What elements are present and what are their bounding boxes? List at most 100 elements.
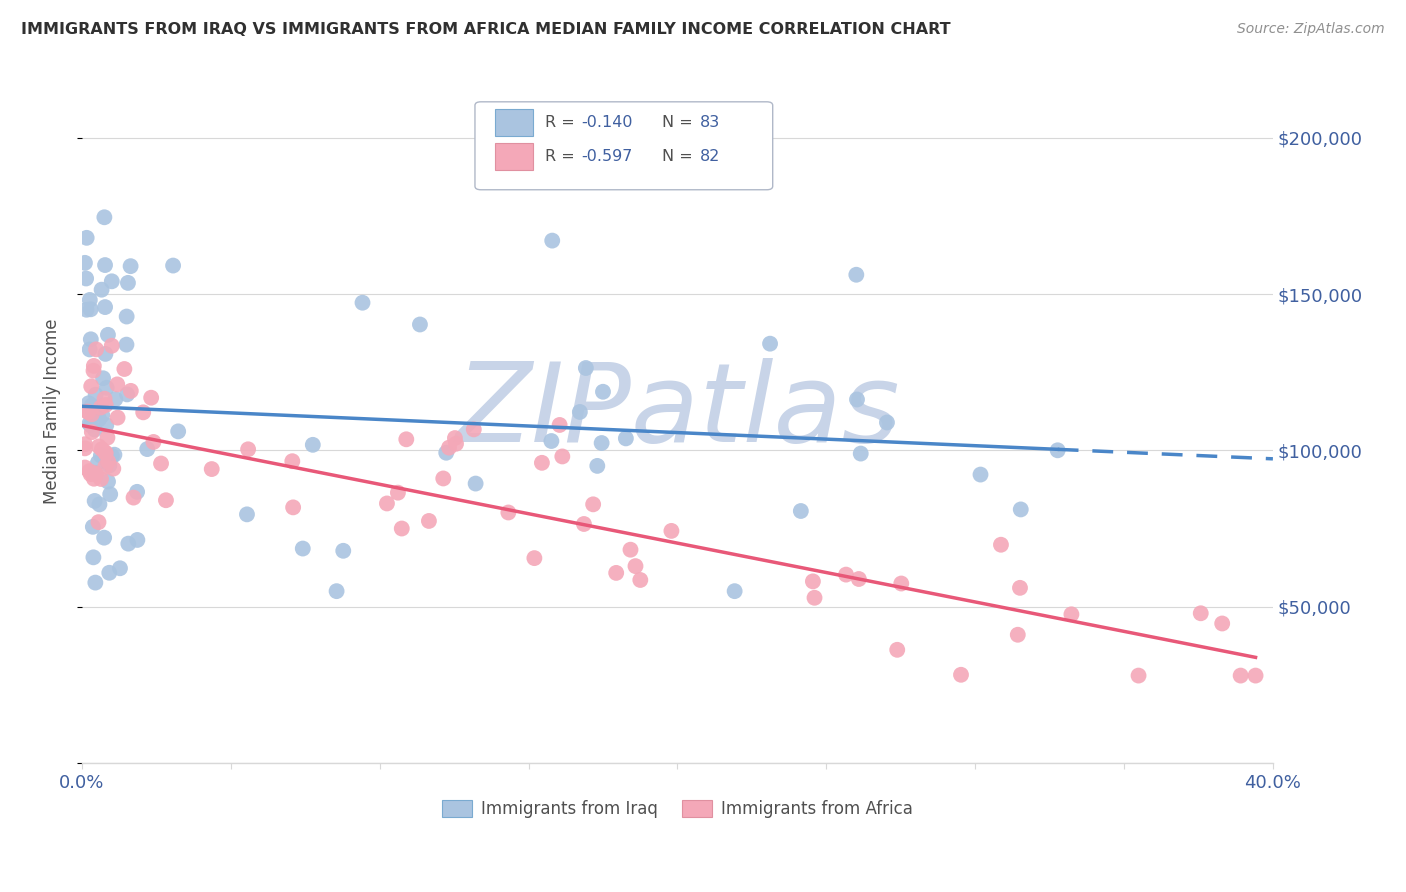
- Point: [80, 407, 103, 421]
- Point: [90, 449, 112, 463]
- Point: [115, 387, 138, 401]
- Point: [281, 454, 304, 468]
- Point: [97, 454, 120, 468]
- Point: [87, 439, 110, 453]
- Point: [409, 318, 432, 332]
- Point: [619, 542, 641, 557]
- Point: [142, 434, 165, 449]
- Point: [434, 446, 457, 460]
- Point: [141, 391, 163, 405]
- Point: [201, 462, 224, 476]
- Point: [94, 300, 117, 314]
- FancyBboxPatch shape: [475, 102, 773, 190]
- Text: N =: N =: [662, 115, 697, 129]
- Point: [236, 442, 259, 457]
- Point: [84, 388, 107, 402]
- Point: [79, 302, 101, 317]
- Point: [628, 573, 651, 587]
- Point: [100, 339, 122, 353]
- Point: [624, 559, 647, 574]
- Point: [352, 295, 374, 310]
- Point: [96, 418, 118, 433]
- Point: [969, 467, 991, 482]
- Point: [83, 404, 105, 418]
- Point: [548, 417, 571, 432]
- Point: [391, 522, 413, 536]
- Text: 82: 82: [700, 149, 720, 164]
- Point: [845, 268, 868, 282]
- Point: [127, 484, 149, 499]
- Point: [120, 384, 142, 398]
- Point: [127, 533, 149, 547]
- Point: [83, 472, 105, 486]
- Point: [803, 591, 825, 605]
- Point: [890, 576, 912, 591]
- Point: [1244, 668, 1267, 682]
- Point: [1007, 628, 1029, 642]
- Point: [87, 515, 110, 529]
- Bar: [495, 109, 533, 136]
- Point: [75, 271, 97, 285]
- Text: N =: N =: [662, 149, 697, 164]
- Point: [87, 455, 110, 469]
- Point: [76, 231, 98, 245]
- Point: [96, 381, 118, 395]
- Point: [122, 491, 145, 505]
- Point: [1008, 581, 1031, 595]
- Point: [94, 398, 117, 412]
- Text: -0.597: -0.597: [581, 149, 633, 164]
- Point: [759, 336, 782, 351]
- Point: [79, 464, 101, 478]
- Point: [876, 416, 898, 430]
- Point: [83, 466, 105, 480]
- Legend: Immigrants from Iraq, Immigrants from Africa: Immigrants from Iraq, Immigrants from Af…: [436, 794, 920, 825]
- Point: [155, 493, 177, 508]
- Point: [84, 343, 107, 357]
- Point: [94, 459, 117, 474]
- Point: [530, 456, 553, 470]
- Point: [115, 337, 138, 351]
- Point: [463, 422, 485, 436]
- Point: [90, 283, 112, 297]
- Point: [325, 584, 347, 599]
- Point: [115, 310, 138, 324]
- Y-axis label: Median Family Income: Median Family Income: [44, 318, 60, 504]
- Point: [103, 448, 125, 462]
- Point: [498, 506, 520, 520]
- Point: [84, 467, 107, 482]
- Point: [444, 436, 467, 450]
- Point: [375, 496, 398, 510]
- Point: [150, 457, 173, 471]
- Point: [94, 258, 117, 272]
- Point: [162, 259, 184, 273]
- Text: R =: R =: [546, 115, 581, 129]
- Point: [79, 417, 101, 431]
- Point: [236, 508, 259, 522]
- Text: 83: 83: [700, 115, 720, 129]
- Text: ZIPatlas: ZIPatlas: [456, 358, 900, 465]
- Point: [103, 461, 125, 475]
- Point: [541, 234, 564, 248]
- Point: [886, 642, 908, 657]
- Point: [437, 441, 460, 455]
- Text: IMMIGRANTS FROM IRAQ VS IMMIGRANTS FROM AFRICA MEDIAN FAMILY INCOME CORRELATION : IMMIGRANTS FROM IRAQ VS IMMIGRANTS FROM …: [21, 22, 950, 37]
- Point: [94, 445, 117, 459]
- Point: [835, 567, 858, 582]
- Point: [97, 475, 120, 489]
- Point: [93, 392, 115, 406]
- Point: [132, 405, 155, 419]
- Point: [464, 476, 486, 491]
- Point: [73, 437, 96, 451]
- Point: [76, 302, 98, 317]
- Point: [76, 404, 98, 418]
- Point: [605, 566, 627, 580]
- Point: [84, 575, 107, 590]
- Point: [80, 379, 103, 393]
- Point: [79, 343, 101, 357]
- Point: [848, 572, 870, 586]
- Point: [167, 425, 190, 439]
- Point: [84, 466, 107, 480]
- Point: [90, 442, 112, 457]
- Point: [551, 450, 574, 464]
- Point: [1060, 607, 1083, 622]
